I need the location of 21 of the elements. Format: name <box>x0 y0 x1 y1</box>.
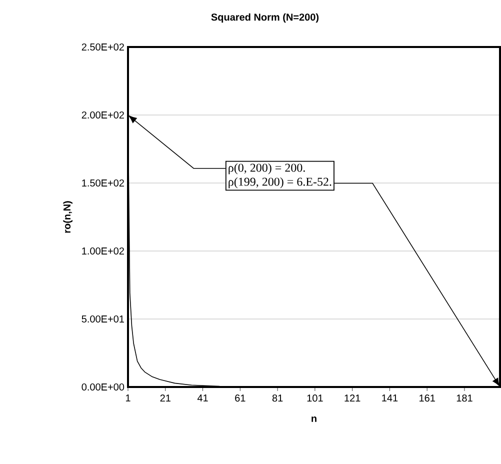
chart-title: Squared Norm (N=200) <box>211 13 319 23</box>
x-tick-label: 181 <box>456 394 472 402</box>
x-axis-title: n <box>312 416 316 422</box>
annotation: ρ(0, 200) = 200. <box>228 163 305 174</box>
x-tick-label: 81 <box>272 394 283 402</box>
y-tick-label: 2.00E+02 <box>82 111 124 119</box>
x-tick-label: 21 <box>160 394 170 402</box>
x-tick-label: 141 <box>382 394 398 402</box>
y-tick-label: 0.00E+00 <box>82 383 124 391</box>
x-tick-label: 41 <box>197 394 208 402</box>
annotation: ρ(199, 200) = 6.E-52. <box>228 177 332 188</box>
x-tick-label: 101 <box>307 394 323 402</box>
x-tick-label: 1 <box>126 394 130 402</box>
y-tick-label: 1.00E+02 <box>82 247 124 255</box>
y-tick-label: 1.50E+02 <box>82 179 124 187</box>
x-tick-label: 61 <box>235 394 246 402</box>
y-tick-label: 5.00E+01 <box>82 315 124 323</box>
x-tick-label: 161 <box>420 394 435 402</box>
y-tick-label: 2.50E+02 <box>82 43 124 51</box>
x-tick-label: 121 <box>344 394 360 402</box>
y-axis-title: ro(n,N) <box>63 201 72 233</box>
